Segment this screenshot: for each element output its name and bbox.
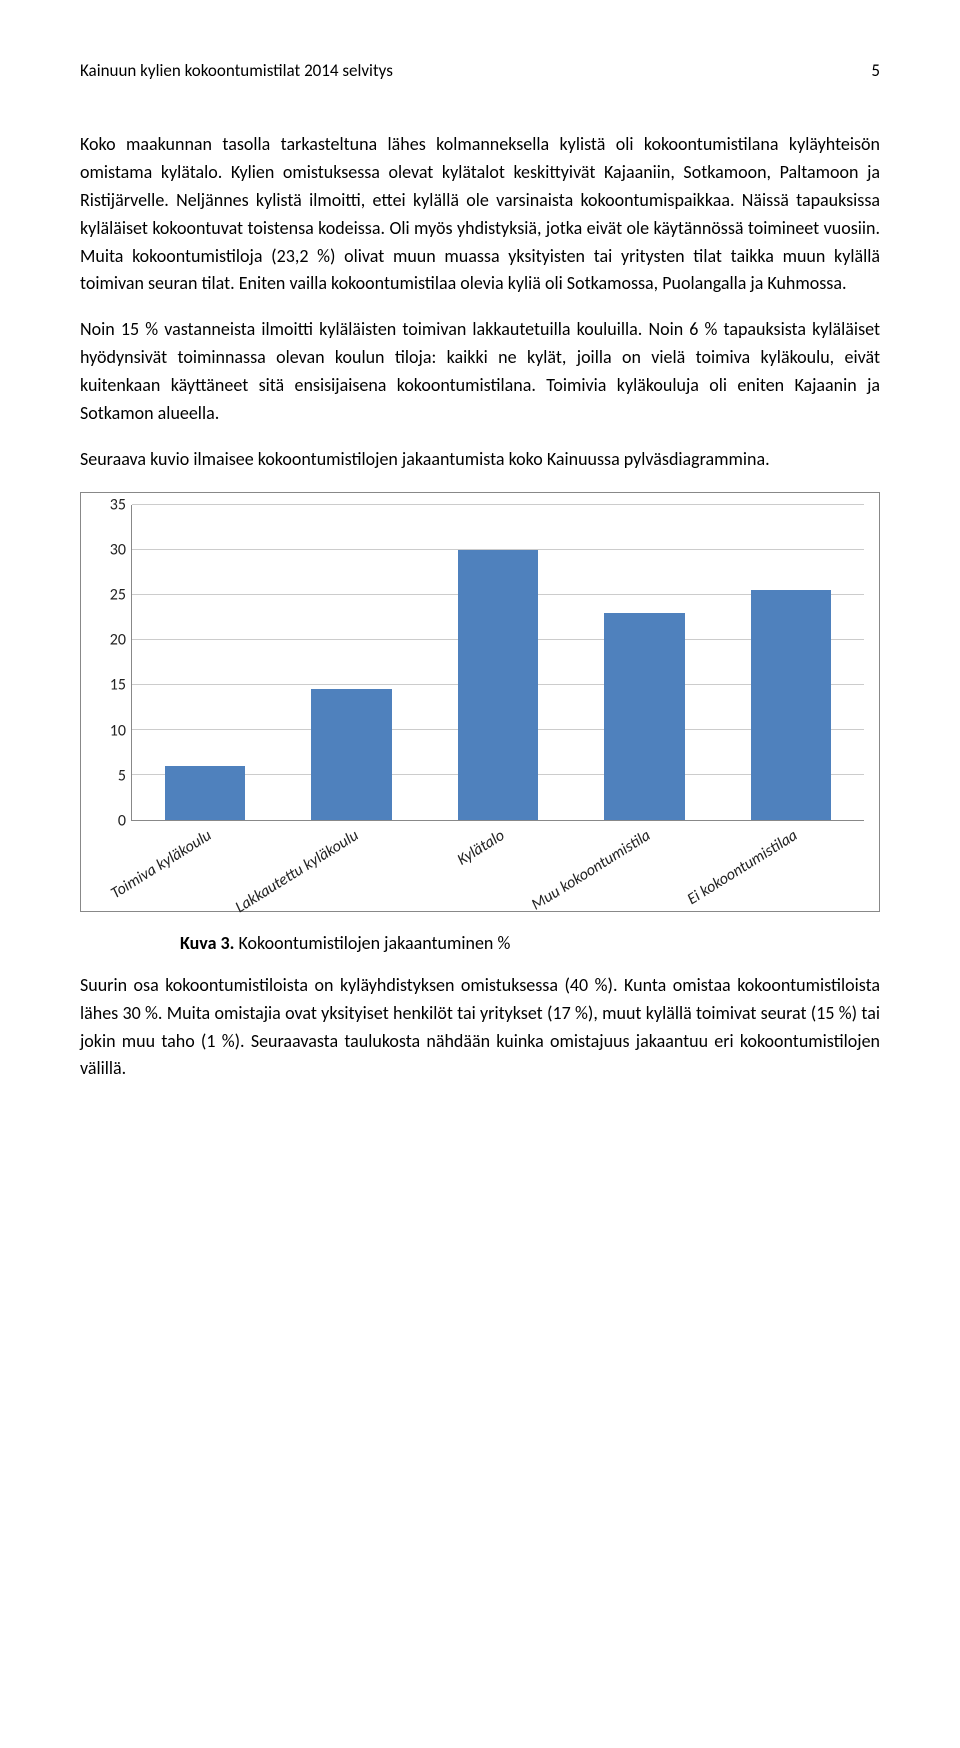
page-header: Kainuun kylien kokoontumistilat 2014 sel… [80, 60, 880, 81]
chart-x-tick-label: Muu kokoontumistila [528, 826, 654, 915]
chart-gridline [132, 504, 864, 505]
caption-label: Kuva 3. [180, 932, 234, 954]
chart-caption: Kuva 3. Kokoontumistilojen jakaantuminen… [180, 932, 880, 954]
header-title: Kainuun kylien kokoontumistilat 2014 sel… [80, 60, 393, 81]
paragraph-2: Noin 15 % vastanneista ilmoitti kyläläis… [80, 316, 880, 428]
chart-bar [311, 689, 392, 819]
chart-y-tick-label: 30 [91, 540, 126, 559]
body-text: Koko maakunnan tasolla tarkasteltuna läh… [80, 131, 880, 474]
chart-y-tick-label: 25 [91, 586, 126, 605]
chart-y-tick-label: 0 [91, 811, 126, 830]
chart-y-tick-label: 15 [91, 676, 126, 695]
chart-bar [604, 613, 685, 820]
chart-x-tick-label: Ei kokoontumistilaa [684, 826, 801, 909]
body-text-after: Suurin osa kokoontumistiloista on kyläyh… [80, 972, 880, 1084]
bar-chart: Toimiva kyläkouluLakkautettu kyläkouluKy… [80, 492, 880, 912]
chart-y-tick-label: 5 [91, 766, 126, 785]
page-number: 5 [871, 60, 880, 81]
chart-axes: Toimiva kyläkouluLakkautettu kyläkouluKy… [131, 505, 864, 821]
chart-y-tick-label: 20 [91, 631, 126, 650]
paragraph-3: Seuraava kuvio ilmaisee kokoontumistiloj… [80, 446, 880, 474]
chart-x-tick-label: Lakkautettu kyläkoulu [232, 826, 362, 917]
chart-bar [458, 550, 539, 820]
page: Kainuun kylien kokoontumistilat 2014 sel… [0, 0, 960, 1151]
chart-bar [751, 590, 832, 819]
chart-y-tick-label: 10 [91, 721, 126, 740]
chart-x-tick-label: Kylätalo [454, 826, 508, 870]
chart-x-tick-label: Toimiva kyläkoulu [108, 826, 216, 903]
paragraph-4: Suurin osa kokoontumistiloista on kyläyh… [80, 972, 880, 1084]
paragraph-1: Koko maakunnan tasolla tarkasteltuna läh… [80, 131, 880, 298]
chart-y-tick-label: 35 [91, 495, 126, 514]
caption-text: Kokoontumistilojen jakaantuminen % [234, 932, 510, 954]
chart-bar [165, 766, 246, 820]
chart-plot-area: Toimiva kyläkouluLakkautettu kyläkouluKy… [131, 505, 864, 821]
